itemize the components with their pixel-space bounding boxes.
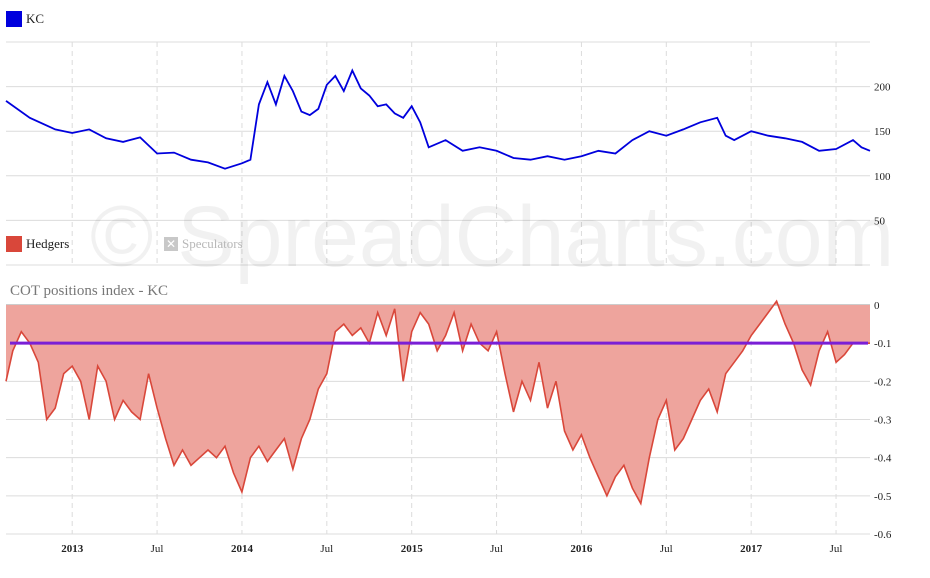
hedgers-swatch [6, 236, 22, 252]
y-tick-label-bottom: -0.1 [874, 338, 891, 350]
x-tick-label: 2017 [740, 543, 763, 555]
x-tick-label: 2013 [61, 543, 84, 555]
disabled-x-icon: ✕ [164, 237, 178, 251]
x-tick-label: 2015 [401, 543, 424, 555]
x-tick-label: Jul [660, 543, 673, 555]
x-tick-label: 2014 [231, 543, 254, 555]
y-tick-label-bottom: -0.4 [874, 453, 892, 465]
x-tick-label: Jul [830, 543, 843, 555]
legend-kc[interactable]: KC [6, 11, 44, 27]
legend-hedgers[interactable]: Hedgers [6, 236, 69, 252]
y-tick-label-top: 100 [874, 171, 891, 183]
x-tick-label: Jul [320, 543, 333, 555]
legend-speculators-label: Speculators [182, 236, 243, 251]
x-tick-label: Jul [490, 543, 503, 555]
legend-hedgers-label: Hedgers [26, 236, 70, 251]
y-tick-label-top: 200 [874, 82, 891, 94]
price-grid [6, 41, 870, 266]
legend-kc-label: KC [26, 11, 45, 26]
y-tick-label-bottom: -0.3 [874, 415, 892, 427]
y-tick-label-bottom: -0.2 [874, 376, 891, 388]
y-tick-label-bottom: 0 [874, 300, 880, 312]
cot-panel-title: COT positions index - KC [10, 283, 169, 299]
hedgers-line [5, 299, 870, 506]
x-tick-label: Jul [151, 543, 164, 555]
hedgers-area [6, 301, 870, 504]
x-tick-label: 2016 [570, 543, 593, 555]
kc-price-line [5, 68, 871, 170]
legend-speculators[interactable]: ✕ Speculators [164, 236, 243, 252]
y-tick-label-bottom: -0.6 [874, 529, 892, 541]
axis-labels: 2013 Jul 2014 Jul 2015 Jul 2016 Jul 2017 Jul 50 100… [61, 82, 892, 555]
y-tick-label-top: 50 [874, 215, 886, 227]
y-tick-label-bottom: -0.5 [874, 491, 892, 503]
y-tick-label-top: 150 [874, 126, 891, 138]
kc-swatch [6, 11, 22, 27]
